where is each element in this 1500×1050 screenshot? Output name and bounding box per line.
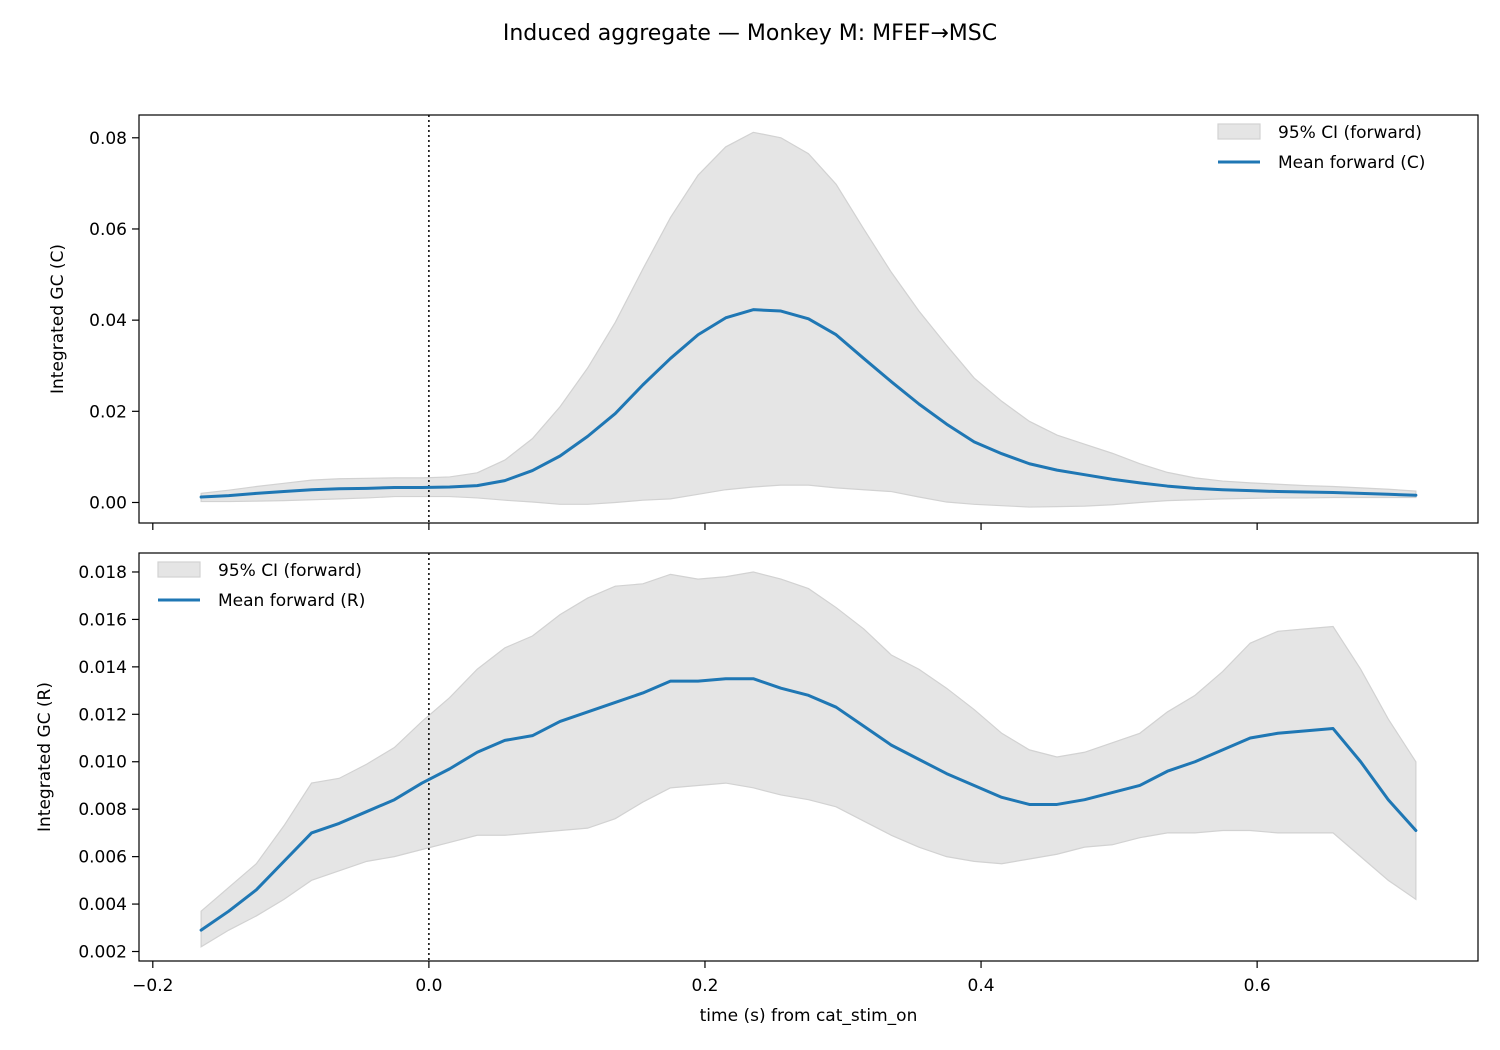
x-tick-label: 0.0 (415, 976, 442, 996)
y-tick-label: 0.010 (78, 753, 127, 773)
bottom-chart-panel: −0.2 0.0 0.2 0.4 0.6 0.002 0.004 0.006 0.008 0.01… (35, 552, 1479, 1026)
y-tick-label: 0.06 (89, 220, 127, 240)
x-axis-label: time (s) from cat_stim_on (700, 1006, 918, 1026)
legend-swatch-ci (1217, 123, 1261, 140)
legend: 95% CI (forward) Mean forward (R) (157, 561, 365, 611)
y-tick-label: 0.08 (89, 129, 127, 149)
mean-line (199, 677, 1418, 932)
legend-label-mean: Mean forward (C) (1278, 153, 1425, 173)
y-tick-label: 0.006 (78, 848, 127, 868)
y-tick-label: 0.014 (78, 658, 127, 678)
y-tick-label: 0.004 (78, 895, 127, 915)
y-axis-label: Integrated GC (C) (48, 244, 68, 394)
x-tick-label: 0.2 (691, 976, 718, 996)
y-tick-label: 0.00 (89, 493, 127, 513)
y-axis-label: Integrated GC (R) (35, 682, 55, 832)
y-tick-label: 0.02 (89, 402, 127, 422)
x-tick-label: 0.6 (1244, 976, 1271, 996)
top-chart-panel: 0.00 0.02 0.04 0.06 0.08 Integrated GC (C) 95%… (48, 114, 1479, 530)
legend-label-ci: 95% CI (forward) (1278, 123, 1422, 143)
ci-band (200, 571, 1417, 948)
axes-frame (138, 114, 1479, 524)
y-tick-label: 0.012 (78, 705, 127, 725)
mean-line (199, 308, 1418, 499)
y-tick-label: 0.016 (78, 610, 127, 630)
legend-swatch-ci (157, 561, 201, 578)
axes-frame (138, 552, 1479, 962)
y-tick-label: 0.008 (78, 800, 127, 820)
x-tick-label: 0.4 (968, 976, 995, 996)
legend-label-mean: Mean forward (R) (218, 591, 365, 611)
y-tick-label: 0.018 (78, 563, 127, 583)
figure-title: Induced aggregate — Monkey M: MFEF→MSC (503, 21, 997, 46)
x-tick-label: −0.2 (132, 976, 173, 996)
legend-label-ci: 95% CI (forward) (218, 561, 362, 581)
y-tick-label: 0.002 (78, 943, 127, 963)
legend: 95% CI (forward) Mean forward (C) (1217, 123, 1425, 173)
y-tick-label: 0.04 (89, 311, 127, 331)
